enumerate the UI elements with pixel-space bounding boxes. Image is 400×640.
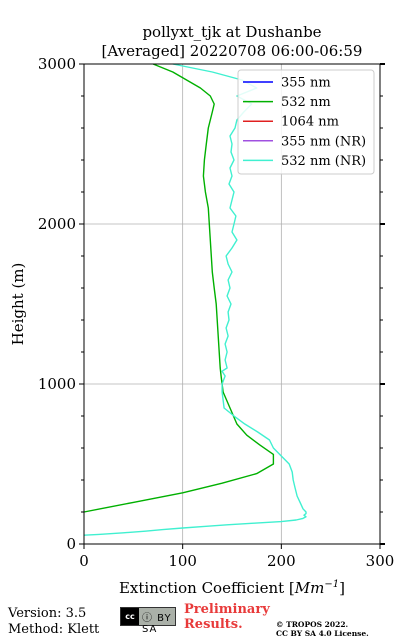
x-tick-label-0: 0: [79, 552, 89, 570]
chart-title-line2: [Averaged] 20220708 06:00-06:59: [102, 42, 363, 60]
version-text: Version: 3.5: [8, 606, 87, 621]
cc-license-badge: cc ⓘ BY SA: [120, 607, 176, 635]
legend-label-3: 355 nm (NR): [281, 134, 366, 149]
tropos-line2: CC BY SA 4.0 License.: [276, 629, 369, 638]
chart-title-line1: pollyxt_tjk at Dushanbe: [142, 23, 321, 41]
cc-by-sa-icon: ⓘ BY SA: [142, 613, 172, 635]
x-axis-label-unit: Mm: [294, 579, 325, 597]
legend-box: [237, 69, 375, 175]
tropos-line1: © TROPOS 2022.: [276, 620, 349, 629]
y-axis-label: Height (m): [9, 263, 27, 346]
x-axis-label-suffix: ]: [339, 579, 345, 597]
preliminary-line1: Preliminary: [184, 602, 270, 617]
legend-label-1: 532 nm: [281, 95, 331, 110]
tropos-license-note: © TROPOS 2022. CC BY SA 4.0 License.: [276, 620, 369, 638]
y-tick-label-3: 3000: [38, 55, 76, 73]
preliminary-results-note: Preliminary Results.: [184, 602, 270, 632]
legend-label-0: 355 nm: [281, 76, 331, 91]
x-axis-label: Extinction Coefficient [Mm−1]: [119, 579, 345, 597]
x-tick-label-1: 100: [168, 552, 197, 570]
x-axis-label-prefix: Extinction Coefficient [: [119, 579, 295, 597]
legend: 355 nm 532 nm 1064 nm 355 nm (NR) 532 nm (NR…: [237, 69, 375, 175]
preliminary-line2: Results.: [184, 617, 243, 632]
y-tick-label-1: 1000: [38, 375, 76, 393]
series-line-532-nm-nr-: [83, 63, 307, 536]
x-tick-label-2: 200: [267, 552, 296, 570]
cc-logo-icon: cc: [121, 608, 139, 625]
legend-label-4: 532 nm (NR): [281, 154, 366, 169]
plot-frame: [83, 63, 381, 545]
y-tick-label-0: 0: [66, 535, 76, 553]
series-layer: [83, 63, 307, 536]
legend-label-2: 1064 nm: [281, 115, 339, 130]
x-axis-label-exponent: −1: [324, 579, 339, 590]
x-tick-label-3: 300: [366, 552, 395, 570]
method-text: Method: Klett: [8, 622, 100, 637]
y-tick-label-2: 2000: [38, 215, 76, 233]
series-line-532-nm: [83, 63, 275, 513]
footer-info: Version: 3.5 Method: Klett: [8, 606, 99, 638]
